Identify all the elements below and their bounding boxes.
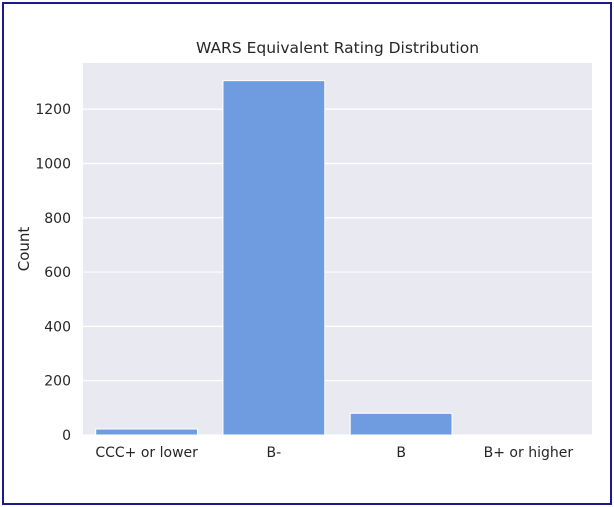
y-tick-label: 1200 xyxy=(35,102,71,118)
y-tick-label: 0 xyxy=(62,428,71,444)
y-tick-label: 600 xyxy=(44,265,71,281)
bar-2 xyxy=(349,412,453,436)
y-tick-label: 800 xyxy=(44,211,71,227)
y-axis-ticks: 0 200 400 600 800 1000 1200 xyxy=(35,102,71,444)
bar-0 xyxy=(95,428,199,436)
y-tick-label: 400 xyxy=(44,319,71,335)
y-tick-label: 200 xyxy=(44,374,71,390)
chart-title: WARS Equivalent Rating Distribution xyxy=(196,39,479,57)
plot-area xyxy=(83,63,592,435)
x-axis-ticks: CCC+ or lower B- B B+ or higher xyxy=(95,445,573,461)
y-tick-label: 1000 xyxy=(35,156,71,172)
y-axis-label: Count xyxy=(15,227,33,272)
bars xyxy=(95,80,453,436)
x-tick-label: B xyxy=(396,445,406,461)
x-tick-label: B- xyxy=(267,445,282,461)
bar-1 xyxy=(222,80,326,436)
x-tick-label: B+ or higher xyxy=(484,445,574,461)
x-tick-label: CCC+ or lower xyxy=(95,445,198,461)
